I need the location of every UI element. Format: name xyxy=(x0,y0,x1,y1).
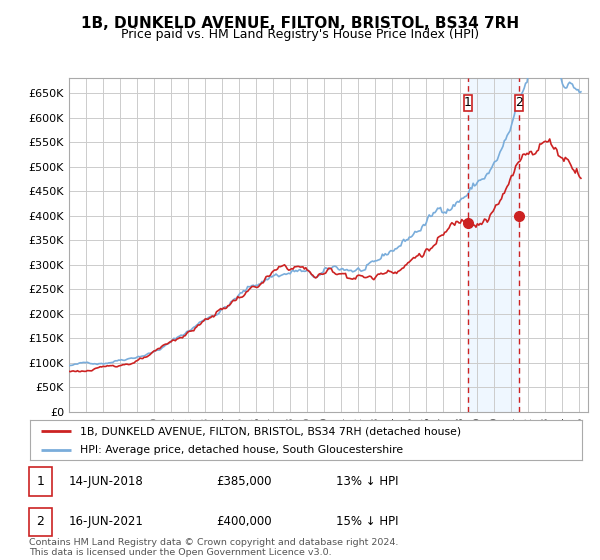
Text: Contains HM Land Registry data © Crown copyright and database right 2024.
This d: Contains HM Land Registry data © Crown c… xyxy=(29,538,398,557)
Text: Price paid vs. HM Land Registry's House Price Index (HPI): Price paid vs. HM Land Registry's House … xyxy=(121,28,479,41)
Text: 1B, DUNKELD AVENUE, FILTON, BRISTOL, BS34 7RH: 1B, DUNKELD AVENUE, FILTON, BRISTOL, BS3… xyxy=(81,16,519,31)
Text: 16-JUN-2021: 16-JUN-2021 xyxy=(69,515,144,529)
Text: 1: 1 xyxy=(36,475,44,488)
FancyBboxPatch shape xyxy=(464,95,472,111)
Text: 1B, DUNKELD AVENUE, FILTON, BRISTOL, BS34 7RH (detached house): 1B, DUNKELD AVENUE, FILTON, BRISTOL, BS3… xyxy=(80,426,461,436)
Text: £385,000: £385,000 xyxy=(216,475,271,488)
Bar xyxy=(468,78,519,412)
Text: 2: 2 xyxy=(36,515,44,529)
Text: £400,000: £400,000 xyxy=(216,515,272,529)
Text: HPI: Average price, detached house, South Gloucestershire: HPI: Average price, detached house, Sout… xyxy=(80,445,403,455)
Text: 15% ↓ HPI: 15% ↓ HPI xyxy=(336,515,398,529)
Text: 14-JUN-2018: 14-JUN-2018 xyxy=(69,475,144,488)
Text: 13% ↓ HPI: 13% ↓ HPI xyxy=(336,475,398,488)
Text: 1: 1 xyxy=(464,96,472,109)
Text: 2: 2 xyxy=(515,96,523,109)
FancyBboxPatch shape xyxy=(515,95,523,111)
